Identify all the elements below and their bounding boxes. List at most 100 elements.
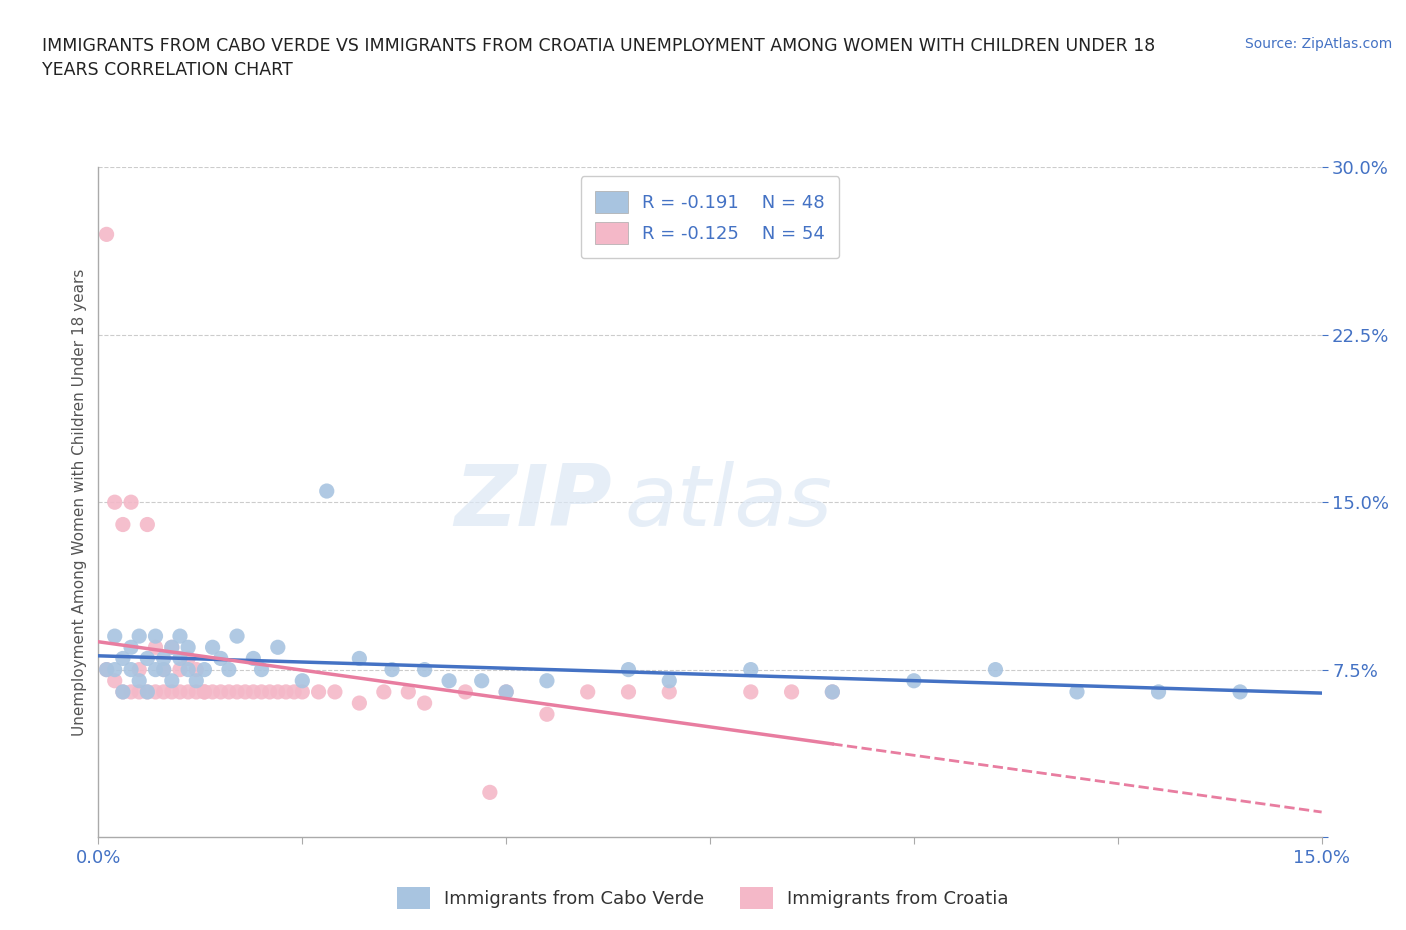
Point [323,684,346,699]
Point [186,673,208,688]
Point [104,629,127,644]
Point [120,640,142,655]
Point [193,662,215,677]
Point [267,640,290,655]
Point [152,662,174,677]
Point [478,785,501,800]
Point [160,673,183,688]
Point [740,684,762,699]
Point [193,684,215,699]
Point [495,684,517,699]
Point [283,684,305,699]
Point [120,662,142,677]
Point [169,629,191,644]
Point [128,684,150,699]
Point [1066,684,1088,699]
Point [471,673,494,688]
Point [209,651,232,666]
Point [169,684,191,699]
Point [349,696,371,711]
Point [242,651,264,666]
Point [96,662,118,677]
Point [145,662,167,677]
Point [160,684,183,699]
Y-axis label: Unemployment Among Women with Children Under 18 years: Unemployment Among Women with Children U… [72,269,87,736]
Point [259,684,281,699]
Point [136,651,159,666]
Point [274,684,297,699]
Point [152,684,174,699]
Point [291,673,314,688]
Point [437,673,460,688]
Point [218,662,240,677]
Point [186,684,208,699]
Legend: R = -0.191    N = 48, R = -0.125    N = 54: R = -0.191 N = 48, R = -0.125 N = 54 [581,177,839,259]
Point [169,662,191,677]
Point [96,662,118,677]
Point [984,662,1007,677]
Point [381,662,404,677]
Point [454,684,477,699]
Point [111,684,134,699]
Point [1229,684,1251,699]
Point [209,684,232,699]
Point [267,684,290,699]
Point [111,517,134,532]
Point [128,662,150,677]
Point [136,684,159,699]
Point [160,640,183,655]
Point [617,662,640,677]
Point [413,696,436,711]
Point [152,651,174,666]
Point [396,684,419,699]
Point [145,684,167,699]
Point [152,662,174,677]
Point [536,707,558,722]
Point [250,662,273,677]
Point [201,640,224,655]
Point [104,662,127,677]
Text: ZIP: ZIP [454,460,612,544]
Point [740,662,762,677]
Point [136,517,159,532]
Legend: Immigrants from Cabo Verde, Immigrants from Croatia: Immigrants from Cabo Verde, Immigrants f… [389,880,1017,916]
Point [145,640,167,655]
Point [111,684,134,699]
Point [413,662,436,677]
Text: Source: ZipAtlas.com: Source: ZipAtlas.com [1244,37,1392,51]
Point [177,684,200,699]
Point [658,684,681,699]
Point [177,662,200,677]
Point [373,684,395,699]
Point [821,684,844,699]
Point [96,227,118,242]
Point [780,684,803,699]
Point [291,684,314,699]
Point [104,673,127,688]
Point [226,629,249,644]
Point [201,684,224,699]
Point [120,495,142,510]
Point [177,640,200,655]
Point [226,684,249,699]
Point [576,684,599,699]
Point [186,662,208,677]
Point [233,684,256,699]
Point [169,651,191,666]
Point [218,684,240,699]
Point [136,684,159,699]
Point [128,673,150,688]
Point [536,673,558,688]
Point [160,640,183,655]
Point [903,673,925,688]
Point [193,684,215,699]
Point [308,684,330,699]
Point [315,484,337,498]
Text: atlas: atlas [624,460,832,544]
Point [658,673,681,688]
Point [821,684,844,699]
Point [1147,684,1170,699]
Point [177,651,200,666]
Point [128,629,150,644]
Point [617,684,640,699]
